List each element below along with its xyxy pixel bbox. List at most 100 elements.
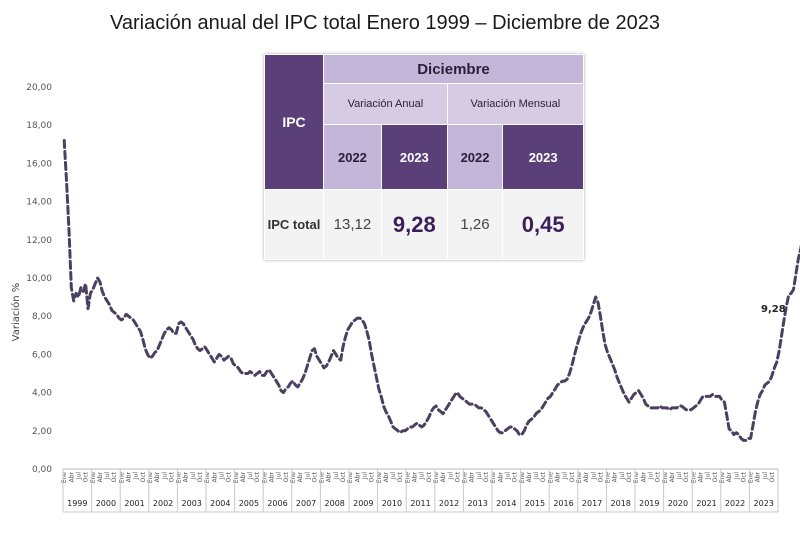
x-month-label: Jul [676, 472, 683, 481]
x-month-label: Jul [104, 472, 111, 481]
x-month-label: Ene [404, 472, 411, 484]
x-month-label: Oct [626, 471, 633, 482]
x-month-label: Abr [555, 471, 562, 482]
table-corner-ipc: IPC [264, 54, 324, 190]
x-month-label: Ene [633, 472, 640, 484]
x-month-label: Abr [240, 471, 247, 482]
x-month-label: Jul [705, 472, 712, 481]
x-month-label: Oct [712, 471, 719, 482]
x-month-label: Jul [419, 472, 426, 481]
x-month-label: Jul [218, 472, 225, 481]
x-month-label: Ene [118, 472, 125, 484]
x-month-label: Jul [733, 472, 740, 481]
x-year-label: 2007 [296, 499, 316, 508]
x-month-label: Oct [168, 471, 175, 482]
x-month-label: Abr [440, 471, 447, 482]
x-month-label: Abr [126, 471, 133, 482]
x-year-label: 2011 [410, 499, 430, 508]
x-month-label: Ene [547, 472, 554, 484]
x-month-label: Abr [726, 471, 733, 482]
x-year-label: 2012 [439, 499, 459, 508]
x-year-label: 2001 [124, 499, 144, 508]
x-year-label: 2003 [182, 499, 202, 508]
x-month-label: Oct [683, 471, 690, 482]
x-year-label: 2022 [725, 499, 745, 508]
x-month-label: Ene [690, 472, 697, 484]
x-year-label: 2014 [496, 499, 516, 508]
y-tick-label: 16,00 [26, 159, 52, 169]
y-tick-label: 14,00 [26, 198, 52, 208]
x-month-label: Jul [562, 472, 569, 481]
x-month-label: Oct [311, 471, 318, 482]
x-year-label: 2016 [553, 499, 573, 508]
x-year-label: 2017 [582, 499, 602, 508]
y-tick-label: 8,00 [32, 312, 52, 322]
table-value-mensual-2022: 1,26 [446, 189, 504, 260]
x-month-label: Oct [483, 471, 490, 482]
y-tick-label: 6,00 [32, 350, 52, 360]
x-month-label: Abr [297, 471, 304, 482]
x-month-label: Abr [583, 471, 590, 482]
x-month-label: Oct [111, 471, 118, 482]
x-month-label: Ene [90, 472, 97, 484]
table-year-anual-2023: 2023 [380, 124, 448, 190]
x-month-label: Ene [233, 472, 240, 484]
x-month-label: Ene [61, 472, 68, 484]
x-month-label: Oct [512, 471, 519, 482]
y-axis-label: Variación % [10, 283, 22, 342]
x-month-label: Abr [612, 471, 619, 482]
x-month-label: Oct [740, 471, 747, 482]
x-month-label: Ene [490, 472, 497, 484]
x-month-label: Jul [590, 472, 597, 481]
table-header-diciembre: Diciembre [323, 54, 584, 84]
x-year-label: 2006 [267, 499, 287, 508]
x-month-label: Abr [526, 471, 533, 482]
ipc-series-line [62, 139, 800, 442]
x-year-label: 1999 [67, 499, 87, 508]
x-month-label: Abr [269, 471, 276, 482]
x-year-label: 2002 [153, 499, 173, 508]
x-year-label: 2004 [210, 499, 230, 508]
x-month-label: Abr [497, 471, 504, 482]
x-month-label: Abr [755, 471, 762, 482]
x-month-label: Oct [426, 471, 433, 482]
x-month-label: Jul [647, 472, 654, 481]
x-month-label: Oct [540, 471, 547, 482]
y-tick-label: 10,00 [26, 274, 52, 284]
x-month-label: Oct [340, 471, 347, 482]
x-year-label: 2019 [639, 499, 659, 508]
y-tick-label: 18,00 [26, 121, 52, 131]
x-month-label: Ene [519, 472, 526, 484]
x-month-label: Oct [283, 471, 290, 482]
x-month-label: Ene [433, 472, 440, 484]
x-month-label: Ene [261, 472, 268, 484]
x-year-label: 2018 [611, 499, 631, 508]
x-month-label: Abr [469, 471, 476, 482]
end-value-label: 9,28 [761, 304, 786, 315]
x-year-label: 2015 [525, 499, 545, 508]
x-year-label: 2023 [754, 499, 774, 508]
x-month-label: Jul [762, 472, 769, 481]
x-month-label: Ene [204, 472, 211, 484]
x-month-label: Jul [447, 472, 454, 481]
y-tick-label: 20,00 [26, 83, 52, 93]
x-month-label: Oct [226, 471, 233, 482]
x-month-label: Jul [304, 472, 311, 481]
chart-title: Variación anual del IPC total Enero 1999… [110, 12, 660, 34]
table-row-label: IPC total [264, 189, 324, 260]
table-year-mensual-2023: 2023 [502, 124, 584, 190]
x-month-label: Ene [462, 472, 469, 484]
x-month-label: Abr [68, 471, 75, 482]
x-month-label: Abr [211, 471, 218, 482]
x-month-label: Abr [412, 471, 419, 482]
x-year-label: 2021 [696, 499, 716, 508]
table-year-anual-2022: 2022 [323, 124, 382, 190]
x-month-label: Ene [290, 472, 297, 484]
x-month-label: Oct [397, 471, 404, 482]
x-month-label: Ene [319, 472, 326, 484]
x-month-label: Ene [605, 472, 612, 484]
x-month-label: Ene [576, 472, 583, 484]
x-month-label: Jul [476, 472, 483, 481]
